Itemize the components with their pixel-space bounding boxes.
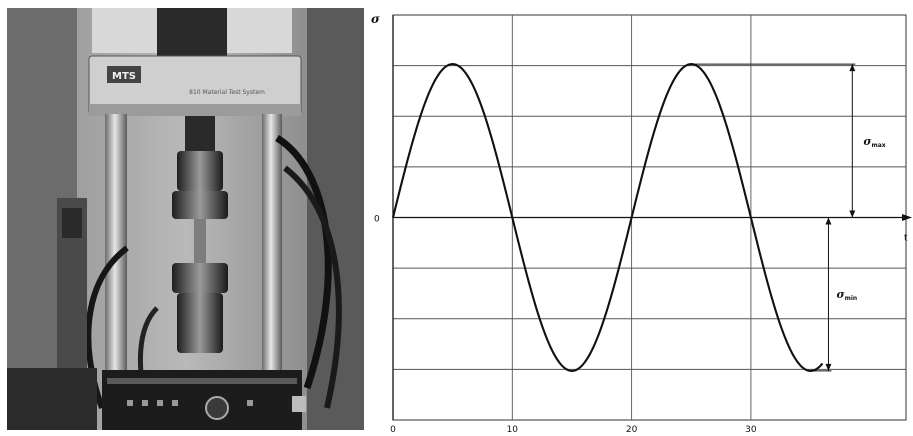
stress-time-chart: σ t 0 0 10 20 30 σmax σmin <box>366 0 913 436</box>
sigma-max-arrow-bottom <box>849 210 856 218</box>
x-tick-label: 0 <box>390 425 396 435</box>
sigma-min-arrow-bottom <box>825 363 832 371</box>
x-tick-labels: 0 10 20 30 <box>390 425 757 435</box>
y-axis-label: σ <box>371 12 380 26</box>
machine-caption: 810 Material Test System <box>189 89 265 96</box>
testing-machine-illustration: MTS 810 Material Test System <box>7 8 364 430</box>
series-line <box>391 63 824 372</box>
x-axis-label: t <box>904 234 908 244</box>
sigma-min-label: σmin <box>836 288 857 302</box>
x-tick-label: 20 <box>626 425 638 435</box>
sigma-min-arrow-top <box>825 217 832 225</box>
y-tick-label: 0 <box>374 215 380 225</box>
sigma-max-arrow-top <box>849 64 856 72</box>
machine-badge: MTS <box>112 71 136 82</box>
sigma-min-subscript: min <box>845 295 858 302</box>
sigma-max-label: σmax <box>863 135 885 149</box>
x-tick-label: 10 <box>507 425 519 435</box>
testing-machine-photo: MTS 810 Material Test System <box>7 8 364 430</box>
axes-layer: σ t 0 <box>371 12 912 420</box>
sigma-max-subscript: max <box>871 142 885 149</box>
x-tick-label: 30 <box>745 425 757 435</box>
x-axis-arrowhead <box>902 214 912 221</box>
